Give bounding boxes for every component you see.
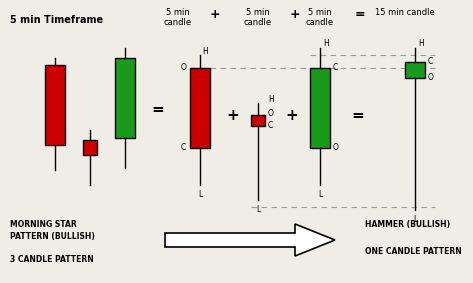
Text: O: O	[333, 143, 339, 153]
Text: L: L	[256, 205, 260, 214]
Text: H: H	[418, 38, 424, 48]
Text: HAMMER (BULLISH): HAMMER (BULLISH)	[365, 220, 450, 229]
Text: C: C	[333, 63, 338, 72]
Text: L: L	[318, 190, 322, 199]
Text: L: L	[413, 215, 417, 224]
Bar	[45, 65, 65, 145]
Text: H: H	[268, 95, 274, 104]
Text: O: O	[428, 74, 434, 83]
Text: 5 min
candle: 5 min candle	[244, 8, 272, 27]
Bar	[251, 115, 265, 126]
Text: H: H	[323, 38, 329, 48]
Bar	[83, 140, 97, 155]
Text: C: C	[268, 121, 273, 130]
Text: ONE CANDLE PATTERN: ONE CANDLE PATTERN	[365, 247, 462, 256]
Text: =: =	[351, 108, 364, 123]
Text: =: =	[152, 102, 165, 117]
Polygon shape	[165, 224, 335, 256]
Text: O: O	[180, 63, 186, 72]
Text: +: +	[210, 8, 220, 21]
Text: 3 CANDLE PATTERN: 3 CANDLE PATTERN	[10, 255, 94, 264]
Text: 15 min candle: 15 min candle	[375, 8, 435, 17]
Bar	[190, 68, 210, 148]
Text: MORNING STAR
PATTERN (BULLISH): MORNING STAR PATTERN (BULLISH)	[10, 220, 95, 241]
Bar	[310, 68, 330, 148]
Text: L: L	[198, 190, 202, 199]
Text: +: +	[286, 108, 298, 123]
Text: =: =	[355, 8, 365, 21]
Text: 5 min
candle: 5 min candle	[164, 8, 192, 27]
Text: +: +	[289, 8, 300, 21]
Text: +: +	[227, 108, 239, 123]
Text: H: H	[202, 48, 208, 57]
Text: 5 min
candle: 5 min candle	[306, 8, 334, 27]
Bar	[405, 62, 425, 78]
Bar	[115, 58, 135, 138]
Text: 5 min Timeframe: 5 min Timeframe	[10, 15, 103, 25]
Text: O: O	[268, 108, 274, 117]
Text: C: C	[181, 143, 186, 153]
Text: C: C	[428, 57, 433, 67]
